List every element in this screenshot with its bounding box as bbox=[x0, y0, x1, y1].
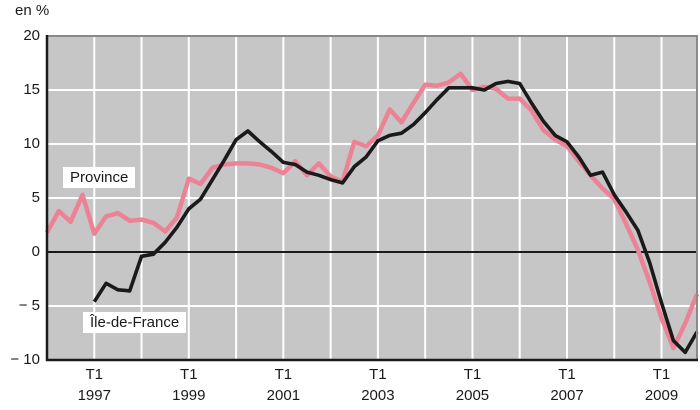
y-axis-unit-label: en % bbox=[15, 2, 50, 19]
x-tick-year: 2003 bbox=[361, 387, 395, 404]
y-tick-label: − 10 bbox=[10, 351, 40, 368]
y-tick-label: 15 bbox=[23, 81, 40, 98]
x-tick-year: 2001 bbox=[266, 387, 301, 404]
series-label-idf: Île-de-France bbox=[83, 312, 187, 333]
series-label-province: Province bbox=[63, 167, 136, 188]
x-tick-label: T1 2003 bbox=[346, 364, 410, 406]
y-tick-label: 20 bbox=[23, 27, 40, 44]
x-tick-period: T1 bbox=[180, 366, 198, 383]
y-tick-label: − 5 bbox=[18, 297, 40, 314]
x-tick-year: 1997 bbox=[77, 387, 111, 404]
x-tick-period: T1 bbox=[274, 366, 293, 383]
x-tick-year: 2005 bbox=[455, 387, 490, 404]
x-tick-label: T1 2007 bbox=[535, 364, 599, 406]
x-tick-period: T1 bbox=[85, 366, 104, 383]
x-tick-period: T1 bbox=[369, 366, 387, 383]
x-tick-year: 1999 bbox=[172, 387, 206, 404]
x-tick-year: 2009 bbox=[644, 387, 679, 404]
idf-line bbox=[92, 79, 699, 355]
y-tick-label: 0 bbox=[31, 243, 40, 260]
x-tick-label: T1 2009 bbox=[630, 364, 694, 406]
x-tick-period: T1 bbox=[463, 366, 482, 383]
x-tick-label: T1 2001 bbox=[251, 364, 315, 406]
x-tick-year: 2007 bbox=[550, 387, 584, 404]
x-tick-label: T1 1999 bbox=[157, 364, 221, 406]
y-tick-label: 5 bbox=[31, 189, 40, 206]
x-tick-label: T1 2005 bbox=[440, 364, 504, 406]
y-tick-label: 10 bbox=[23, 135, 40, 152]
x-tick-period: T1 bbox=[652, 366, 671, 383]
x-tick-period: T1 bbox=[558, 366, 576, 383]
x-tick-label: T1 1997 bbox=[62, 364, 126, 406]
